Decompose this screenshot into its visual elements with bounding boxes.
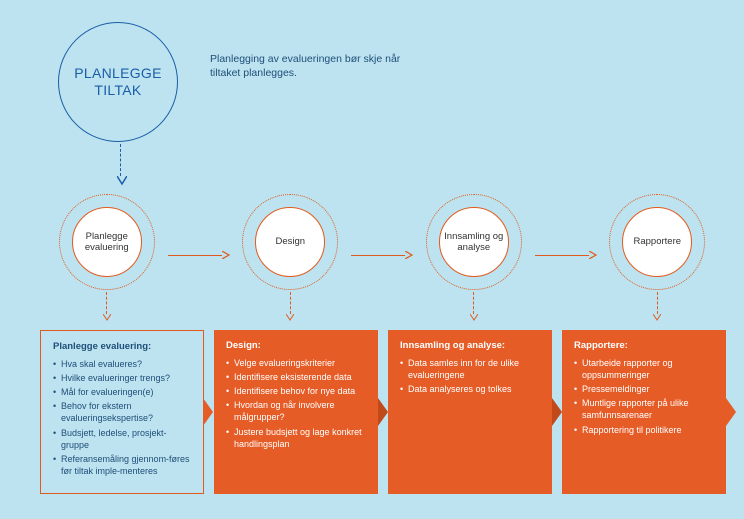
box-rapportere: Rapportere: Utarbeide rapporter og oppsu… <box>562 330 726 494</box>
chevron-icon <box>726 398 736 426</box>
planlegge-tiltak-circle: PLANLEGGE TILTAK <box>58 22 178 142</box>
stage-circle: Innsamling og analyse <box>439 207 509 277</box>
stage-label: Design <box>275 236 305 247</box>
chevron-icon <box>552 398 562 426</box>
box-title: Design: <box>226 340 366 353</box>
list-item: Data samles inn for de ulike evalueringe… <box>400 357 540 381</box>
box-list: Hva skal evalueres? Hvilke evalueringer t… <box>53 358 191 477</box>
list-item: Referansemåling gjennom-føres før tiltak… <box>53 453 191 477</box>
top-circle-line1: PLANLEGGE <box>74 65 162 83</box>
chevron-icon <box>378 398 388 426</box>
stage-circle: Planlegge evaluering <box>72 207 142 277</box>
dotted-ring: Design <box>242 194 338 290</box>
stage-rapportere: Rapportere <box>591 194 725 321</box>
list-item: Muntlige rapporter på ulike samfunnsaren… <box>574 397 714 421</box>
list-item: Pressemeldinger <box>574 383 714 395</box>
list-item: Hvilke evalueringer trengs? <box>53 372 191 384</box>
down-connector <box>286 292 294 321</box>
stage-label: Innsamling og analyse <box>444 231 504 254</box>
list-item: Mål for evalueringen(e) <box>53 386 191 398</box>
dotted-ring: Planlegge evaluering <box>59 194 155 290</box>
list-item: Data analyseres og tolkes <box>400 383 540 395</box>
intro-text: Planlegging av evalueringen bør skje når… <box>210 52 430 80</box>
stage-row: Planlegge evaluering Design Innsamling o… <box>40 194 724 321</box>
stage-circle: Design <box>255 207 325 277</box>
box-innsamling: Innsamling og analyse: Data samles inn f… <box>388 330 552 494</box>
box-list: Velge evalueringskriterier Identifisere e… <box>226 357 366 450</box>
box-list: Data samles inn for de ulike evalueringe… <box>400 357 540 395</box>
list-item: Rapportering til politikere <box>574 424 714 436</box>
stage-innsamling: Innsamling og analyse <box>407 194 541 321</box>
dotted-ring: Rapportere <box>609 194 705 290</box>
stage-planlegge: Planlegge evaluering <box>40 194 174 321</box>
box-list: Utarbeide rapporter og oppsummeringer Pre… <box>574 357 714 436</box>
dotted-ring: Innsamling og analyse <box>426 194 522 290</box>
list-item: Identifisere eksisterende data <box>226 371 366 383</box>
arrow-right-2 <box>351 247 413 265</box>
list-item: Identifisere behov for nye data <box>226 385 366 397</box>
box-title: Planlegge evaluering: <box>53 341 191 354</box>
down-connector <box>653 292 661 321</box>
down-connector <box>103 292 111 321</box>
stage-circle: Rapportere <box>622 207 692 277</box>
down-connector <box>470 292 478 321</box>
list-item: Hva skal evalueres? <box>53 358 191 370</box>
top-circle-line2: TILTAK <box>74 82 162 100</box>
list-item: Utarbeide rapporter og oppsummeringer <box>574 357 714 381</box>
list-item: Justere budsjett og lage konkret handlin… <box>226 426 366 450</box>
top-arrow <box>117 144 127 186</box>
box-title: Rapportere: <box>574 340 714 353</box>
stage-label: Planlegge evaluering <box>77 231 137 254</box>
list-item: Budsjett, ledelse, prosjekt-gruppe <box>53 427 191 451</box>
list-item: Hvordan og når involvere målgrupper? <box>226 399 366 423</box>
stage-design: Design <box>224 194 358 321</box>
list-item: Behov for ekstern evalueringsekspertise? <box>53 400 191 424</box>
list-item: Velge evalueringskriterier <box>226 357 366 369</box>
box-title: Innsamling og analyse: <box>400 340 540 353</box>
box-planlegge: Planlegge evaluering: Hva skal evalueres… <box>40 330 204 494</box>
stage-label: Rapportere <box>633 236 681 247</box>
arrow-right-3 <box>535 247 597 265</box>
boxes-row: Planlegge evaluering: Hva skal evalueres… <box>40 330 726 494</box>
box-design: Design: Velge evalueringskriterier Identi… <box>214 330 378 494</box>
chevron-icon <box>203 398 213 426</box>
arrow-right-1 <box>168 247 230 265</box>
